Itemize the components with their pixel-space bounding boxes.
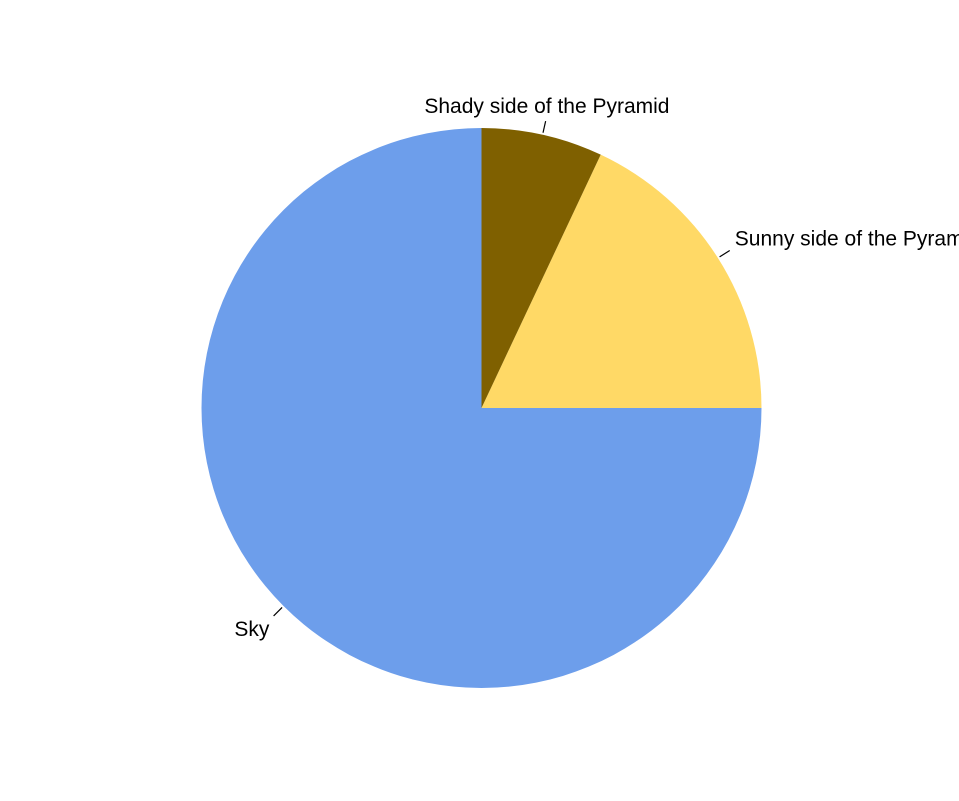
- pie-slice-2: [481, 154, 762, 408]
- slices-layer: [201, 128, 762, 688]
- leader-line-1: [273, 606, 283, 617]
- leader-line-2: [719, 249, 731, 258]
- slice-label-1: Sky: [234, 618, 270, 641]
- pie-slice-3: [481, 128, 601, 408]
- slice-label-2: Sunny side of the Pyramid: [735, 227, 959, 250]
- slice-label-3: Shady side of the Pyramid: [424, 95, 669, 118]
- leader-line-3: [542, 120, 547, 133]
- labels-layer: Sky Sunny side of the Pyramid Shady side o…: [234, 95, 959, 641]
